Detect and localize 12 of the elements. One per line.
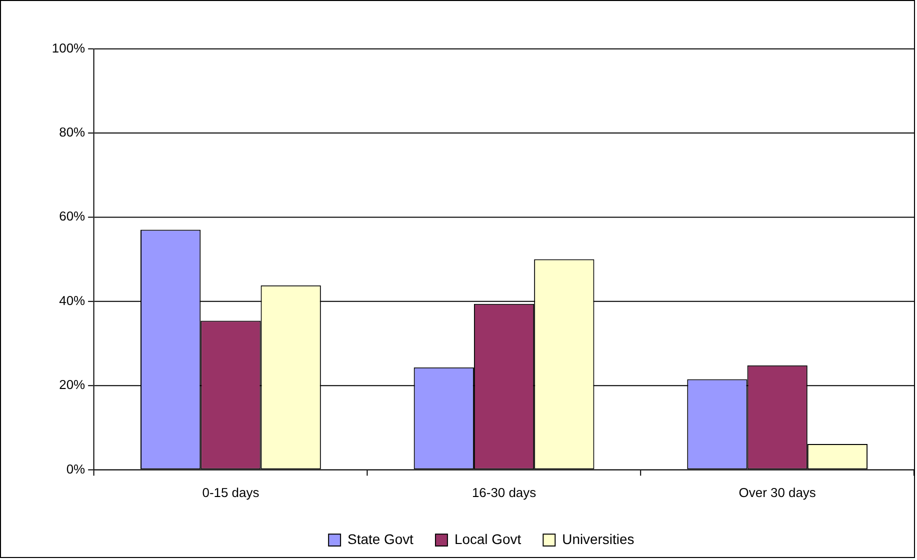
legend-label: State Govt: [348, 530, 414, 547]
legend-label: Universities: [562, 530, 634, 547]
x-tick-label: 16-30 days: [472, 485, 537, 500]
legend-label: Local Govt: [454, 530, 522, 547]
y-tick-label: 80%: [59, 124, 86, 140]
y-tick-label: 40%: [59, 292, 86, 308]
y-tick-label: 0%: [66, 461, 86, 476]
y-tick-label: 60%: [59, 208, 86, 224]
x-tick-label: Over 30 days: [738, 485, 816, 500]
x-tick-label: 0-15 days: [202, 485, 260, 500]
y-tick-label: 20%: [59, 377, 86, 392]
y-tick-label: 100%: [52, 40, 86, 56]
